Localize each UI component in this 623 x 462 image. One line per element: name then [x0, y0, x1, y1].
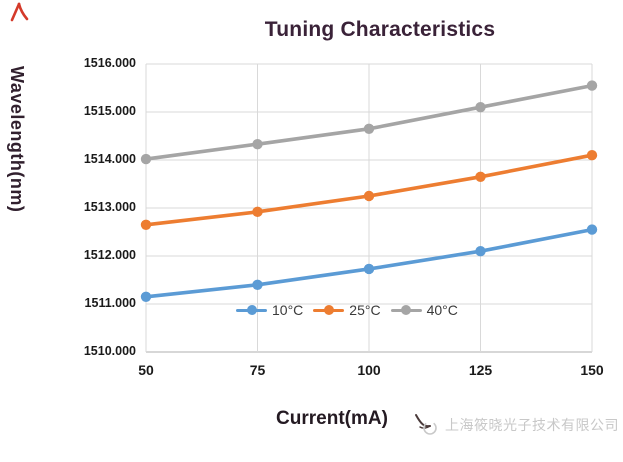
data-point-marker[interactable] — [475, 246, 486, 257]
legend-item-25c[interactable]: 25°C — [313, 302, 381, 318]
data-point-marker[interactable] — [363, 263, 375, 275]
legend-label: 10°C — [272, 302, 304, 318]
legend-line-marker-swatch — [236, 304, 267, 316]
data-point-marker[interactable] — [475, 102, 486, 113]
data-point-marker[interactable] — [252, 279, 263, 290]
legend-item-40c[interactable]: 40°C — [390, 302, 458, 318]
corner-red-mark-icon — [10, 2, 29, 22]
x-tick-label: 100 — [357, 362, 381, 378]
y-tick-label: 1513.000 — [83, 200, 136, 214]
x-axis-title: Current(mA) — [276, 408, 388, 429]
y-tick-label: 1511.000 — [84, 296, 136, 310]
data-point-marker[interactable] — [140, 291, 152, 302]
legend-line-marker-swatch — [313, 304, 345, 316]
legend-line-marker-swatch — [390, 304, 422, 316]
data-point-marker[interactable] — [586, 150, 598, 161]
legend-label: 25°C — [349, 302, 381, 318]
bird-swoosh-logo-icon — [415, 414, 437, 435]
x-tick-label: 125 — [468, 362, 493, 378]
y-tick-label: 1514.000 — [83, 152, 136, 166]
watermark-text: 上海筱晓光子技术有限公司 — [445, 417, 619, 433]
data-point-marker[interactable] — [586, 224, 598, 235]
legend-item-10c[interactable]: 10°C — [236, 302, 303, 318]
watermark: 上海筱晓光子技术有限公司 — [414, 413, 619, 437]
data-point-marker[interactable] — [363, 190, 375, 202]
data-point-marker[interactable] — [475, 171, 486, 182]
data-point-marker[interactable] — [140, 153, 152, 165]
x-tick-label: 75 — [249, 362, 266, 378]
chart-title: Tuning Characteristics — [264, 18, 496, 41]
y-tick-label: 1512.000 — [83, 248, 136, 262]
y-tick-label: 1516.000 — [83, 56, 136, 70]
x-tick-label: 50 — [138, 362, 154, 378]
data-point-marker[interactable] — [586, 80, 598, 91]
x-tick-label: 150 — [580, 362, 604, 378]
legend-label: 40°C — [426, 302, 458, 318]
data-point-marker[interactable] — [252, 206, 263, 218]
chart-legend: 10°C 25°C 40°C — [236, 301, 458, 319]
data-point-marker[interactable] — [252, 138, 263, 150]
y-axis-title: Wavelength(nm) — [7, 66, 27, 213]
y-tick-label: 1515.000 — [83, 104, 136, 118]
y-tick-label: 1510.000 — [83, 344, 136, 358]
data-point-marker[interactable] — [363, 123, 375, 134]
data-point-marker[interactable] — [140, 219, 152, 230]
